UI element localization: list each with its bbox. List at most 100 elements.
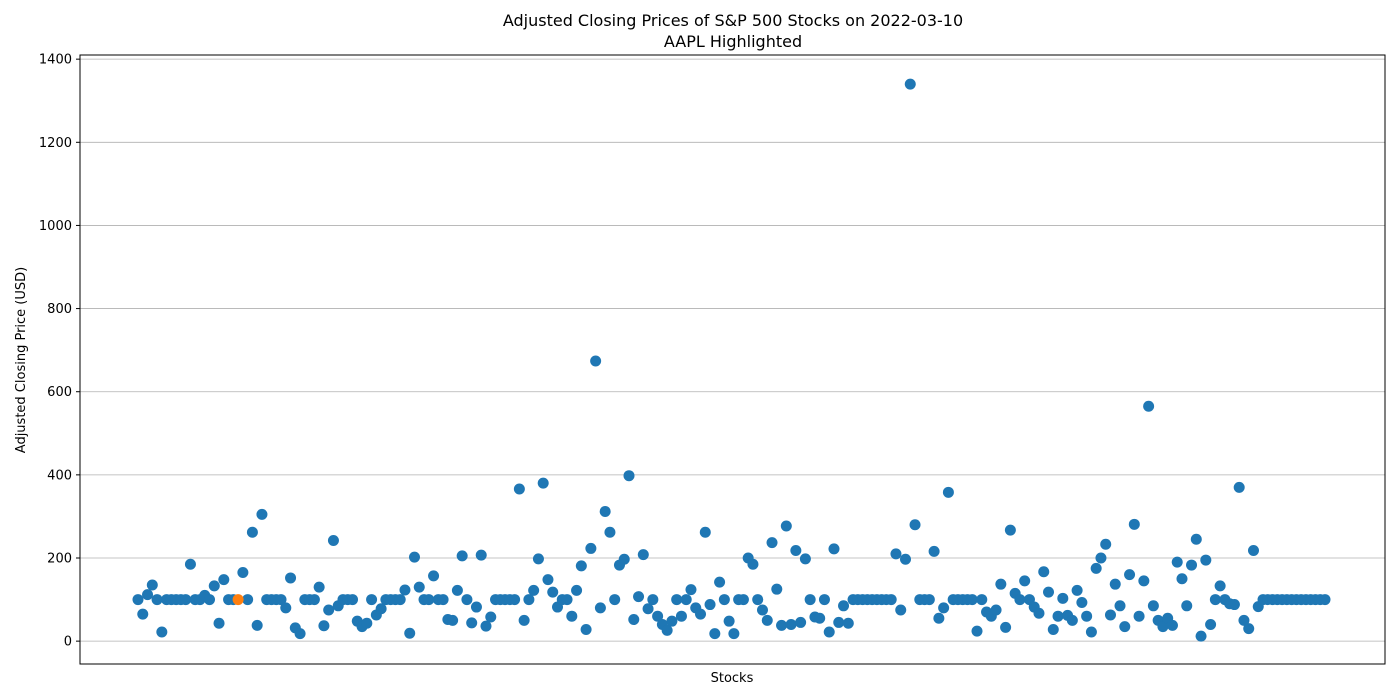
plot-frame [79,54,1386,665]
data-point [423,594,435,606]
data-point [1004,524,1016,536]
data-point [818,594,830,606]
data-point [1190,533,1202,545]
data-point [1205,619,1217,631]
data-point [1243,623,1255,635]
y-tick-label: 1000 [39,219,72,234]
data-point [642,603,654,615]
data-point [909,519,921,531]
data-point [1071,584,1083,596]
y-axis-ticks: 0 200 400 600 800 1000 1200 1400 [39,53,80,650]
data-point [509,594,521,606]
data-point [604,526,616,538]
data-point [1100,538,1112,550]
data-point [814,612,826,624]
data-point [590,355,602,367]
data-point [184,558,196,570]
data-point [995,578,1007,590]
data-point [976,594,988,606]
data-point [680,594,692,606]
data-point [513,483,525,495]
data-point [137,608,149,620]
data-point [275,594,287,606]
y-axis-label: Adjusted Closing Price (USD) [14,267,29,453]
data-point [723,615,735,627]
data-point [933,612,945,624]
data-point [285,572,297,584]
data-point [1157,621,1169,633]
data-point [609,594,621,606]
data-point [1019,575,1031,587]
data-point [585,542,597,554]
data-point [142,589,154,601]
data-point [928,545,940,557]
data-point [966,594,978,606]
data-point [537,477,549,489]
data-point [1043,586,1055,598]
data-point [752,594,764,606]
data-point [461,594,473,606]
data-point [990,604,1002,616]
data-point [923,594,935,606]
data-point [1138,575,1150,587]
y-tick-label: 0 [64,635,72,650]
data-point [671,594,683,606]
data-point [242,594,254,606]
data-point [237,567,249,579]
data-point [1176,573,1188,585]
data-point [151,594,163,606]
data-point [838,600,850,612]
data-point [1209,594,1221,606]
data-point [1109,578,1121,590]
data-point [1114,600,1126,612]
data-point [652,610,664,622]
data-point [785,619,797,631]
data-point [399,584,411,596]
data-point [685,584,697,596]
data-point [1181,600,1193,612]
data-point [475,549,487,561]
data-point [528,584,540,596]
data-point [1047,623,1059,635]
data-point [1124,569,1136,581]
data-point [523,594,535,606]
data-point [208,580,220,592]
highlighted-data-point [232,594,244,606]
data-point [580,623,592,635]
data-point [761,614,773,626]
data-point [1171,556,1183,568]
data-point [466,617,478,629]
data-point [1143,400,1155,412]
data-point [156,626,168,638]
data-point [766,537,778,549]
data-point [280,602,292,614]
data-point [366,594,378,606]
data-point [1214,580,1226,592]
data-point [699,526,711,538]
data-point [799,553,811,565]
data-point [618,553,630,565]
data-point [1147,600,1159,612]
data-point [1033,607,1045,619]
data-point [1038,566,1050,578]
data-point [318,620,330,632]
data-point [518,614,530,626]
data-point [294,628,306,640]
data-point [790,545,802,557]
data-point [623,470,635,482]
data-point [776,619,788,631]
data-point [747,558,759,570]
y-tick-label: 1200 [39,136,72,151]
data-point [1238,614,1250,626]
data-point [561,594,573,606]
data-point [1228,599,1240,611]
data-point [666,615,678,627]
data-point [451,584,463,596]
y-gridlines [80,58,1385,642]
data-point [1057,592,1069,604]
data-point [594,602,606,614]
data-point [375,603,387,615]
data-point [404,627,416,639]
data-point [1119,621,1131,633]
